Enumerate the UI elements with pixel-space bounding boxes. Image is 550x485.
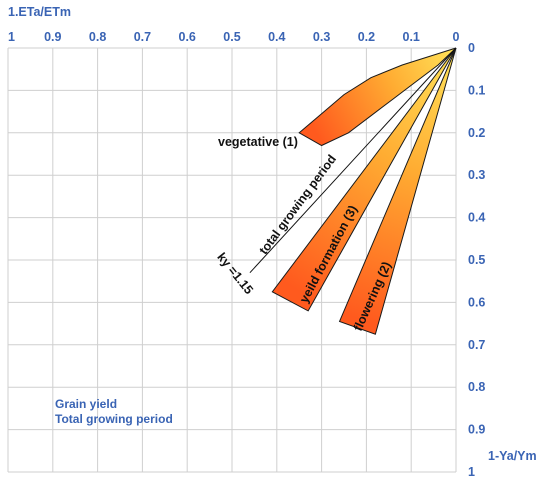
x-tick-label: 0.4 bbox=[268, 30, 285, 44]
y-tick-label: 1 bbox=[468, 465, 475, 479]
x-tick-label: 0.8 bbox=[89, 30, 106, 44]
ky-label: ky =1.15 bbox=[214, 250, 256, 297]
total-growing-period-line bbox=[249, 47, 457, 274]
x-axis-ticks: 1 0.9 0.8 0.7 0.6 0.5 0.4 0.3 0.2 0.1 0 bbox=[8, 30, 460, 44]
vegetative-label: vegetative (1) bbox=[218, 135, 298, 149]
x-tick-label: 1 bbox=[8, 30, 15, 44]
x-tick-label: 0.7 bbox=[134, 30, 151, 44]
y-tick-label: 0.1 bbox=[468, 83, 485, 97]
y-axis-title: 1-Ya/Ym bbox=[488, 449, 537, 463]
y-tick-label: 0.5 bbox=[468, 253, 485, 267]
note-line-2: Total growing period bbox=[55, 412, 173, 426]
bands bbox=[271, 47, 457, 335]
vegetative-band bbox=[298, 47, 457, 147]
x-tick-label: 0.1 bbox=[403, 30, 420, 44]
x-tick-label: 0.3 bbox=[313, 30, 330, 44]
y-tick-label: 0.8 bbox=[468, 380, 485, 394]
x-tick-label: 0.6 bbox=[179, 30, 196, 44]
note-line-1: Grain yield bbox=[55, 397, 117, 411]
yield-formation-band bbox=[271, 47, 457, 312]
y-tick-label: 0.4 bbox=[468, 211, 485, 225]
lines bbox=[249, 47, 457, 274]
x-tick-label: 0.5 bbox=[223, 30, 240, 44]
x-axis-title: 1.ETa/ETm bbox=[8, 5, 71, 19]
flowering-band bbox=[338, 47, 457, 335]
x-tick-label: 0 bbox=[453, 30, 460, 44]
y-tick-label: 0.7 bbox=[468, 338, 485, 352]
y-tick-label: 0.3 bbox=[468, 168, 485, 182]
y-axis-ticks: 0 0.1 0.2 0.3 0.4 0.5 0.6 0.7 0.8 0.9 1 bbox=[468, 41, 485, 479]
y-tick-label: 0.2 bbox=[468, 126, 485, 140]
y-tick-label: 0 bbox=[468, 41, 475, 55]
x-tick-label: 0.2 bbox=[358, 30, 375, 44]
y-tick-label: 0.6 bbox=[468, 295, 485, 309]
x-tick-label: 0.9 bbox=[44, 30, 61, 44]
y-tick-label: 0.9 bbox=[468, 423, 485, 437]
